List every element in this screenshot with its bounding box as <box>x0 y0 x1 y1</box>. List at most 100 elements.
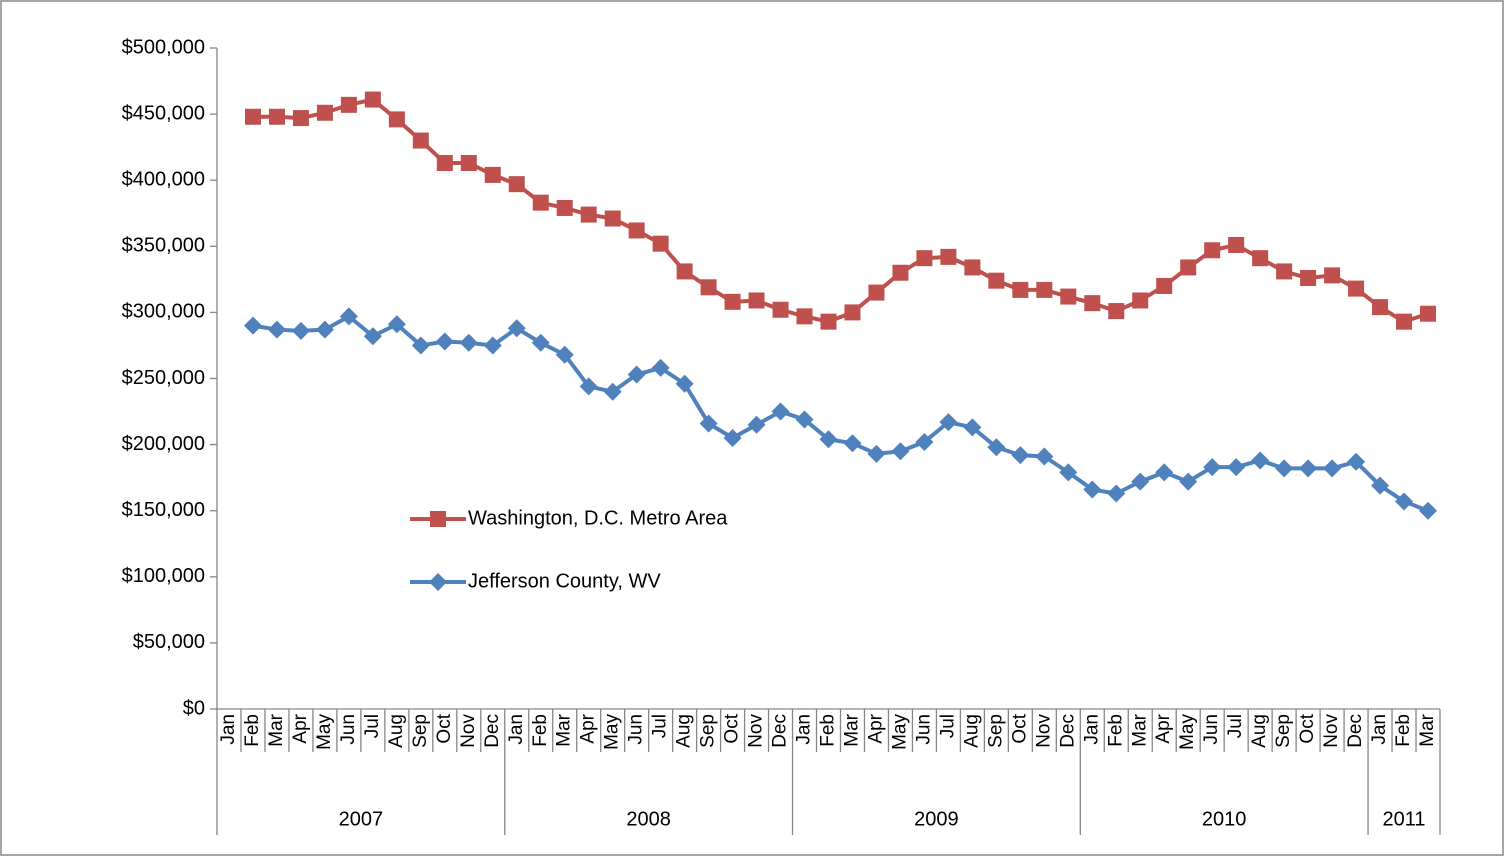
data-point <box>1396 313 1413 330</box>
data-point <box>1204 242 1221 259</box>
data-point <box>484 166 501 183</box>
legend-marker <box>430 511 446 527</box>
data-point <box>795 410 814 429</box>
data-point <box>364 91 381 108</box>
x-tick-label: Apr <box>290 713 311 743</box>
x-group-label: 2008 <box>626 808 671 830</box>
x-tick-label: Jul <box>1225 714 1246 738</box>
y-tick-label: $250,000 <box>122 367 205 389</box>
data-point <box>1011 446 1030 465</box>
x-tick-label: Sep <box>410 714 431 748</box>
data-point <box>412 132 429 149</box>
x-tick-label: Jun <box>1201 714 1222 745</box>
data-point <box>916 250 933 267</box>
data-point <box>1251 451 1270 470</box>
data-point <box>892 264 909 281</box>
data-point <box>1276 263 1293 280</box>
x-tick-label: Sep <box>985 714 1006 748</box>
y-tick-label: $500,000 <box>122 36 205 58</box>
data-point <box>1012 281 1029 298</box>
x-tick-label: May <box>1177 714 1198 750</box>
data-point <box>1060 288 1077 305</box>
x-tick-label: Feb <box>242 714 263 747</box>
x-tick-label: Jun <box>626 714 647 745</box>
x-tick-label: Aug <box>1249 714 1270 748</box>
data-point <box>483 336 502 355</box>
x-tick-label: Aug <box>674 714 695 748</box>
x-tick-label: Feb <box>530 714 551 747</box>
data-point <box>244 108 261 125</box>
data-point <box>627 365 646 384</box>
x-tick-label: Apr <box>865 713 886 743</box>
x-tick-label: May <box>314 714 335 750</box>
x-tick-label: Oct <box>434 713 455 743</box>
data-point <box>628 222 645 239</box>
y-tick-label: $0 <box>183 697 205 719</box>
data-point <box>1275 459 1294 478</box>
data-point <box>556 199 573 216</box>
x-tick-label: May <box>602 714 623 750</box>
data-point <box>1324 267 1341 284</box>
y-tick-label: $50,000 <box>133 631 205 653</box>
data-point <box>1228 236 1245 253</box>
data-point <box>820 313 837 330</box>
data-point <box>292 110 309 127</box>
data-point <box>700 279 717 296</box>
data-point <box>1227 458 1246 477</box>
x-tick-label: Dec <box>1057 714 1078 748</box>
data-point <box>388 111 405 128</box>
x-tick-label: Sep <box>698 714 719 748</box>
data-point <box>436 155 453 172</box>
data-point <box>939 413 958 432</box>
x-tick-label: Aug <box>961 714 982 748</box>
data-point <box>1323 459 1342 478</box>
x-tick-label: Nov <box>1321 714 1342 748</box>
data-point <box>771 402 790 421</box>
data-point <box>532 194 549 211</box>
x-tick-label: May <box>889 714 910 750</box>
data-point <box>1203 458 1222 477</box>
x-tick-label: Jan <box>218 714 239 745</box>
data-point <box>1155 463 1174 482</box>
data-point <box>603 382 622 401</box>
x-tick-label: Apr <box>1153 713 1174 743</box>
data-point <box>915 432 934 451</box>
x-tick-label: Sep <box>1273 714 1294 748</box>
data-point <box>1035 447 1054 466</box>
x-tick-label: Jan <box>506 714 527 745</box>
y-tick-label: $300,000 <box>122 301 205 323</box>
x-tick-label: Mar <box>1129 713 1150 746</box>
x-tick-label: Jul <box>362 714 383 738</box>
data-point <box>843 434 862 453</box>
data-point <box>291 321 310 340</box>
data-point <box>819 430 838 449</box>
data-point <box>675 374 694 393</box>
x-tick-label: Mar <box>1417 713 1438 746</box>
data-point <box>1156 277 1173 294</box>
x-tick-label: Jan <box>794 714 815 745</box>
y-tick-label: $150,000 <box>122 499 205 521</box>
data-point <box>867 444 886 463</box>
data-point <box>652 235 669 252</box>
data-point <box>1107 484 1126 503</box>
data-point <box>964 259 981 276</box>
x-tick-label: Dec <box>770 714 791 748</box>
data-point <box>1084 295 1101 312</box>
data-point <box>1348 280 1365 297</box>
data-point <box>988 272 1005 289</box>
data-point <box>555 345 574 364</box>
legend-label: Washington, D.C. Metro Area <box>468 507 728 529</box>
data-point <box>1180 259 1197 276</box>
data-point <box>748 292 765 309</box>
data-point <box>1132 292 1149 309</box>
data-point <box>339 307 358 326</box>
data-point <box>1420 305 1437 322</box>
data-point <box>963 418 982 437</box>
x-tick-label: Jan <box>1081 714 1102 745</box>
legend-marker <box>429 573 447 591</box>
y-tick-label: $200,000 <box>122 433 205 455</box>
data-point <box>796 308 813 325</box>
x-tick-label: Mar <box>554 713 575 746</box>
